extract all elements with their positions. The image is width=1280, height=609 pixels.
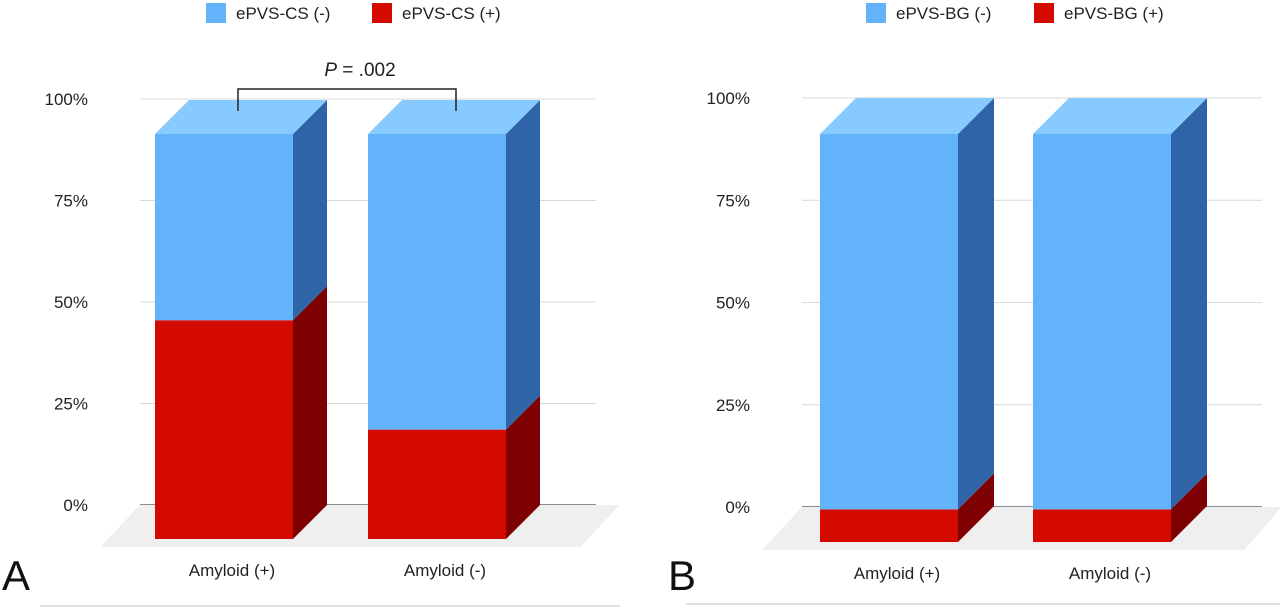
legend-label: ePVS-BG (-) <box>896 4 991 23</box>
panel-a: 0% 25% 50% 75% 100% Amyloid (+) Amyloid … <box>2 3 620 607</box>
panel-a-x-ticks: Amyloid (+) Amyloid (-) <box>189 561 486 580</box>
panel-b-bars <box>820 98 1207 542</box>
bar-side-negative <box>506 100 540 430</box>
y-tick-label: 50% <box>54 293 88 312</box>
bar-top <box>820 98 994 134</box>
panel-b-legend: ePVS-BG (-) ePVS-BG (+) <box>866 3 1164 23</box>
y-tick-label: 25% <box>54 395 88 414</box>
bar-segment-negative <box>368 134 506 430</box>
y-tick-label: 75% <box>716 191 750 210</box>
panel-letter-b: B <box>668 552 696 599</box>
x-tick-label: Amyloid (+) <box>854 564 940 583</box>
bar-segment-negative <box>1033 134 1171 510</box>
significance-bracket: P = .002 <box>237 60 457 111</box>
legend-label: ePVS-CS (-) <box>236 4 330 23</box>
bar-segment-positive <box>1033 509 1171 542</box>
legend-label: ePVS-BG (+) <box>1064 4 1164 23</box>
y-tick-label: 0% <box>63 496 88 515</box>
bar-segment-negative <box>155 134 293 321</box>
y-tick-label: 0% <box>725 498 750 517</box>
bracket-line <box>237 88 457 111</box>
bar-segment-positive <box>368 429 506 539</box>
p-value-label: P = .002 <box>324 60 395 81</box>
x-tick-label: Amyloid (-) <box>1069 564 1151 583</box>
bar-segment-negative <box>820 134 958 510</box>
legend-swatch-bg-positive <box>1034 3 1054 23</box>
bar-side-negative <box>1171 98 1207 510</box>
y-tick-label: 25% <box>716 396 750 415</box>
bar-side-negative <box>958 98 994 510</box>
bar-segment-positive <box>820 509 958 542</box>
legend-label: ePVS-CS (+) <box>402 4 501 23</box>
bar-side-positive <box>958 473 994 542</box>
x-tick-label: Amyloid (-) <box>404 561 486 580</box>
x-tick-label: Amyloid (+) <box>189 561 275 580</box>
bar-side-positive <box>1171 473 1207 542</box>
panel-b-x-ticks: Amyloid (+) Amyloid (-) <box>854 564 1151 583</box>
legend-swatch-bg-negative <box>866 3 886 23</box>
y-tick-label: 100% <box>45 90 88 109</box>
panel-b: 0% 25% 50% 75% 100% Amyloid (+) Amyloid … <box>668 3 1280 605</box>
panel-a-bars <box>155 100 540 539</box>
bar-top <box>155 100 327 134</box>
legend-swatch-cs-negative <box>206 3 226 23</box>
bar-segment-positive <box>155 320 293 539</box>
panel-letter-a: A <box>2 552 30 599</box>
bar-side-negative <box>293 100 327 321</box>
panel-b-y-ticks: 0% 25% 50% 75% 100% <box>707 89 750 517</box>
bar-top <box>1033 98 1207 134</box>
y-tick-label: 50% <box>716 294 750 313</box>
bar-top <box>368 100 540 134</box>
y-tick-label: 75% <box>54 192 88 211</box>
bar-side-positive <box>293 286 327 539</box>
bar-side-positive <box>506 395 540 539</box>
y-tick-label: 100% <box>707 89 750 108</box>
panel-a-legend: ePVS-CS (-) ePVS-CS (+) <box>206 3 501 23</box>
panel-a-y-ticks: 0% 25% 50% 75% 100% <box>45 90 88 515</box>
legend-swatch-cs-positive <box>372 3 392 23</box>
